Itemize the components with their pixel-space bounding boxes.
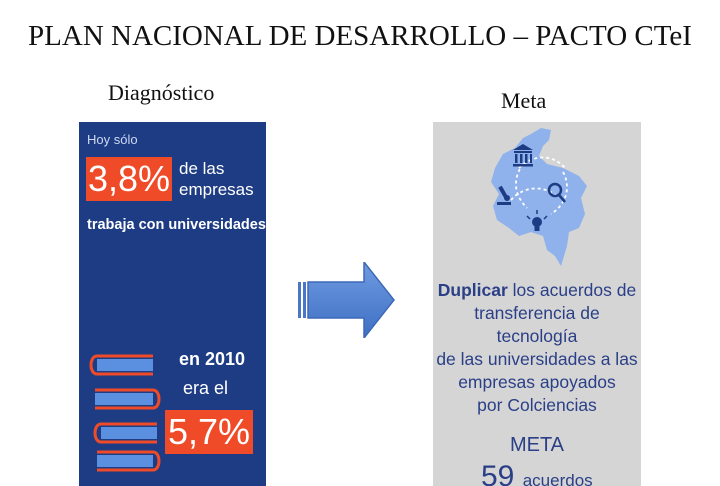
meta-line5-text: por Colciencias — [477, 395, 597, 415]
meta-heading: Meta — [501, 88, 547, 113]
acuerdos-count: 59 — [481, 460, 515, 486]
meta-line3-text: de las universidades a las — [436, 349, 638, 369]
meta-acuerdos: 59 acuerdos — [481, 460, 593, 486]
colombia-map-icon — [491, 128, 587, 266]
percent-now-badge: 3,8% — [86, 157, 172, 201]
empresas-text: empresas — [179, 180, 254, 199]
trabaja-text: trabaja con universidades — [87, 217, 266, 233]
books-icon — [89, 354, 161, 472]
en-2010-text: en 2010 — [179, 349, 246, 369]
acuerdos-unit: acuerdos — [522, 471, 593, 486]
meta-line1-text: los acuerdos de — [507, 280, 637, 300]
meta-description: Duplicar los acuerdos de transferencia d… — [433, 279, 641, 417]
percent-2010-badge: 5,7% — [165, 410, 253, 454]
meta-label: META — [509, 434, 565, 456]
diagnostico-panel: Hoy sólo 3,8% de las empresas trabaja co… — [79, 122, 266, 486]
meta-line4-text: empresas apoyados — [458, 372, 616, 392]
meta-line2-text: transferencia de tecnología — [474, 303, 600, 346]
diagnostico-heading: Diagnóstico — [108, 80, 215, 105]
hoy-solo-text: Hoy sólo — [87, 132, 138, 147]
duplicar-text: Duplicar — [437, 280, 508, 300]
right-arrow-icon — [298, 262, 395, 338]
meta-panel: Duplicar los acuerdos de transferencia d… — [433, 122, 641, 486]
slide-title: PLAN NACIONAL DE DESARROLLO – PACTO CTeI — [28, 20, 692, 52]
de-las-text: de las — [179, 159, 225, 178]
de-las-empresas-text: de las empresas — [179, 158, 254, 200]
era-el-text: era el — [183, 378, 229, 398]
